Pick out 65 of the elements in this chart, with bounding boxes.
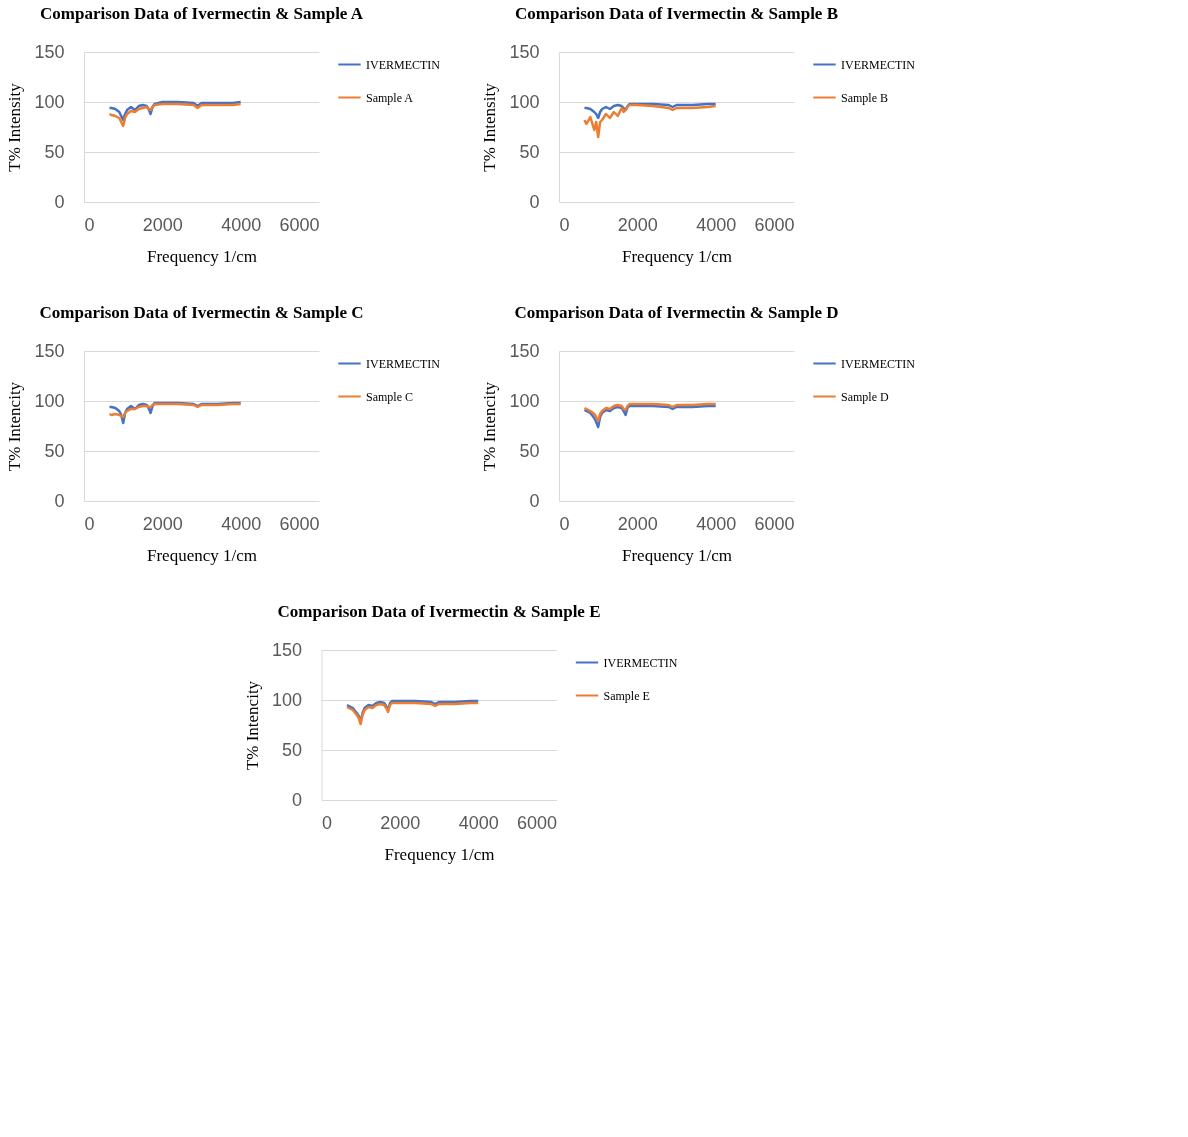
x-tick-label: 2000	[617, 513, 658, 534]
y-tick-label: 150	[34, 41, 65, 62]
legend-label: IVERMECTIN	[841, 356, 916, 371]
chart-title: Comparison Data of Ivermectin & Sample E	[277, 602, 601, 621]
x-axis-title: Frequency 1/cm	[622, 246, 732, 266]
y-tick-label: 150	[271, 639, 302, 660]
y-axis-title: T% Intensity	[480, 82, 500, 172]
legend-label: IVERMECTIN	[366, 57, 441, 72]
x-tick-label: 6000	[279, 513, 320, 534]
y-tick-label: 100	[34, 390, 65, 411]
x-tick-label: 4000	[696, 513, 737, 534]
legend-label: Sample E	[603, 688, 650, 703]
y-axis-title: T% Intencity	[242, 680, 262, 771]
x-tick-label: 0	[322, 812, 333, 833]
y-tick-label: 150	[509, 340, 540, 361]
x-tick-label: 6000	[279, 214, 320, 235]
x-tick-label: 6000	[754, 214, 795, 235]
y-tick-label: 50	[44, 440, 65, 461]
y-tick-label: 0	[54, 191, 65, 212]
y-axis-title: T% Intensity	[5, 82, 25, 172]
legend-label: Sample B	[841, 90, 888, 105]
x-tick-label: 0	[84, 214, 95, 235]
chart-title: Comparison Data of Ivermectin & Sample B	[515, 4, 838, 23]
y-tick-label: 50	[281, 739, 302, 760]
x-tick-label: 2000	[142, 513, 183, 534]
y-tick-label: 50	[519, 141, 540, 162]
y-tick-label: 150	[509, 41, 540, 62]
x-axis-title: Frequency 1/cm	[384, 844, 495, 864]
x-tick-label: 2000	[380, 812, 421, 833]
y-tick-label: 100	[509, 390, 540, 411]
x-tick-label: 4000	[221, 513, 262, 534]
y-tick-label: 100	[34, 91, 65, 112]
x-tick-label: 0	[84, 513, 95, 534]
legend-label: IVERMECTIN	[841, 57, 916, 72]
y-tick-label: 0	[529, 490, 540, 511]
x-tick-label: 0	[559, 513, 570, 534]
y-tick-label: 100	[509, 91, 540, 112]
chart-title: Comparison Data of Ivermectin & Sample D	[514, 303, 839, 322]
legend-label: Sample C	[366, 389, 413, 404]
y-tick-label: 0	[54, 490, 65, 511]
y-tick-label: 0	[291, 789, 302, 810]
x-tick-label: 2000	[142, 214, 183, 235]
legend-label: IVERMECTIN	[366, 356, 441, 371]
x-axis-title: Frequency 1/cm	[622, 545, 732, 565]
x-axis-title: Frequency 1/cm	[147, 545, 257, 565]
y-axis-title: T% Intencity	[480, 381, 500, 472]
y-tick-label: 50	[519, 440, 540, 461]
x-tick-label: 2000	[617, 214, 658, 235]
legend-label: IVERMECTIN	[603, 655, 678, 670]
x-tick-label: 6000	[516, 812, 557, 833]
y-tick-label: 150	[34, 340, 65, 361]
y-axis-title: T% Intencity	[5, 381, 25, 472]
y-tick-label: 50	[44, 141, 65, 162]
x-axis-title: Frequency 1/cm	[147, 246, 257, 266]
y-tick-label: 0	[529, 191, 540, 212]
legend-label: Sample D	[841, 389, 889, 404]
chart-title: Comparison Data of Ivermectin & Sample A	[40, 4, 364, 23]
x-tick-label: 6000	[754, 513, 795, 534]
y-tick-label: 100	[271, 689, 302, 710]
chart-title: Comparison Data of Ivermectin & Sample C	[39, 303, 364, 322]
x-tick-label: 4000	[458, 812, 499, 833]
x-tick-label: 4000	[696, 214, 737, 235]
x-tick-label: 0	[559, 214, 570, 235]
x-tick-label: 4000	[221, 214, 262, 235]
legend-label: Sample A	[366, 90, 414, 105]
